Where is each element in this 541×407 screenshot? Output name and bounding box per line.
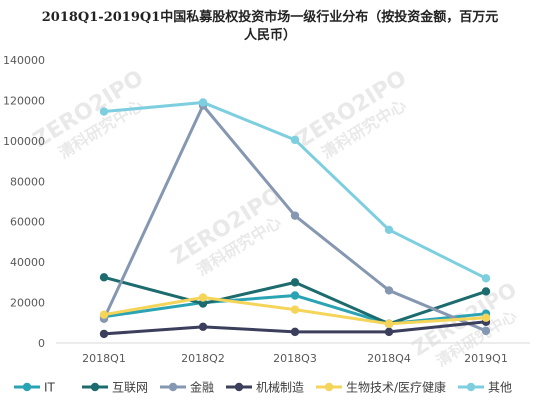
series-layer <box>99 98 491 339</box>
chart-title-line-2: 人民币） <box>244 27 296 43</box>
series-3 <box>99 101 491 336</box>
y-tick-label: 140000 <box>3 54 45 67</box>
legend-item: 机械制造 <box>226 380 304 395</box>
legend-swatch-marker <box>168 382 178 392</box>
x-tick-label: 2018Q2 <box>181 352 225 365</box>
chart-title-line-1: 2018Q1-2019Q1中国私募股权投资市场一级行业分布（按投资金额，百万元 <box>42 9 499 25</box>
y-tick-label: 80000 <box>10 175 45 188</box>
data-point <box>481 287 491 296</box>
data-point <box>290 305 300 314</box>
data-point <box>290 291 300 300</box>
data-point <box>481 313 491 322</box>
data-point <box>198 293 208 302</box>
legend-label: 互联网 <box>112 381 148 395</box>
data-point <box>481 274 491 283</box>
data-point <box>99 273 109 282</box>
data-point <box>384 225 394 234</box>
data-point <box>290 278 300 287</box>
legend-swatch-marker <box>324 382 334 392</box>
x-axis: 2018Q1 2018Q2 2018Q3 2018Q4 2019Q1 <box>56 342 530 365</box>
legend-item: IT <box>14 381 56 395</box>
x-tick-label: 2018Q3 <box>273 352 317 365</box>
legend: IT 互联网 金融 机械制造 生物技术/医疗健康 其他 <box>14 380 512 395</box>
series-4 <box>99 317 491 339</box>
legend-label: IT <box>44 381 56 395</box>
legend-swatch-marker <box>234 382 244 392</box>
legend-swatch-marker <box>22 382 32 392</box>
data-point <box>198 322 208 332</box>
y-tick-label: 0 <box>38 337 45 350</box>
y-tick-label: 40000 <box>10 256 45 269</box>
legend-item: 其他 <box>458 381 512 395</box>
data-point <box>99 107 109 116</box>
series-6 <box>99 98 491 283</box>
legend-label: 金融 <box>190 380 214 395</box>
legend-item: 生物技术/医疗健康 <box>316 380 446 395</box>
legend-label: 生物技术/医疗健康 <box>346 380 446 395</box>
legend-label: 机械制造 <box>256 380 304 395</box>
legend-swatch-marker <box>466 382 476 392</box>
legend-label: 其他 <box>488 381 512 395</box>
legend-item: 互联网 <box>82 381 148 395</box>
x-tick-label: 2018Q1 <box>82 352 126 365</box>
y-tick-label: 120000 <box>3 94 45 107</box>
data-point <box>384 286 394 295</box>
y-tick-label: 20000 <box>10 297 45 310</box>
data-point <box>290 135 300 145</box>
data-point <box>290 327 300 337</box>
data-point <box>198 98 208 107</box>
y-tick-label: 100000 <box>3 135 45 148</box>
data-point <box>99 329 109 339</box>
x-tick-label: 2018Q4 <box>367 352 411 365</box>
series-5 <box>99 293 491 328</box>
data-point <box>99 310 109 319</box>
legend-swatch-marker <box>90 382 100 392</box>
data-point <box>384 327 394 337</box>
legend-item: 金融 <box>160 380 214 395</box>
x-tick-label: 2019Q1 <box>464 352 508 365</box>
y-tick-label: 60000 <box>10 216 45 229</box>
data-point <box>384 319 394 328</box>
data-point <box>481 326 491 336</box>
data-point <box>290 211 300 220</box>
y-axis: 0 20000 40000 60000 80000 100000 120000 140000 <box>3 54 45 350</box>
data-point <box>198 299 208 308</box>
series-line <box>103 100 487 280</box>
